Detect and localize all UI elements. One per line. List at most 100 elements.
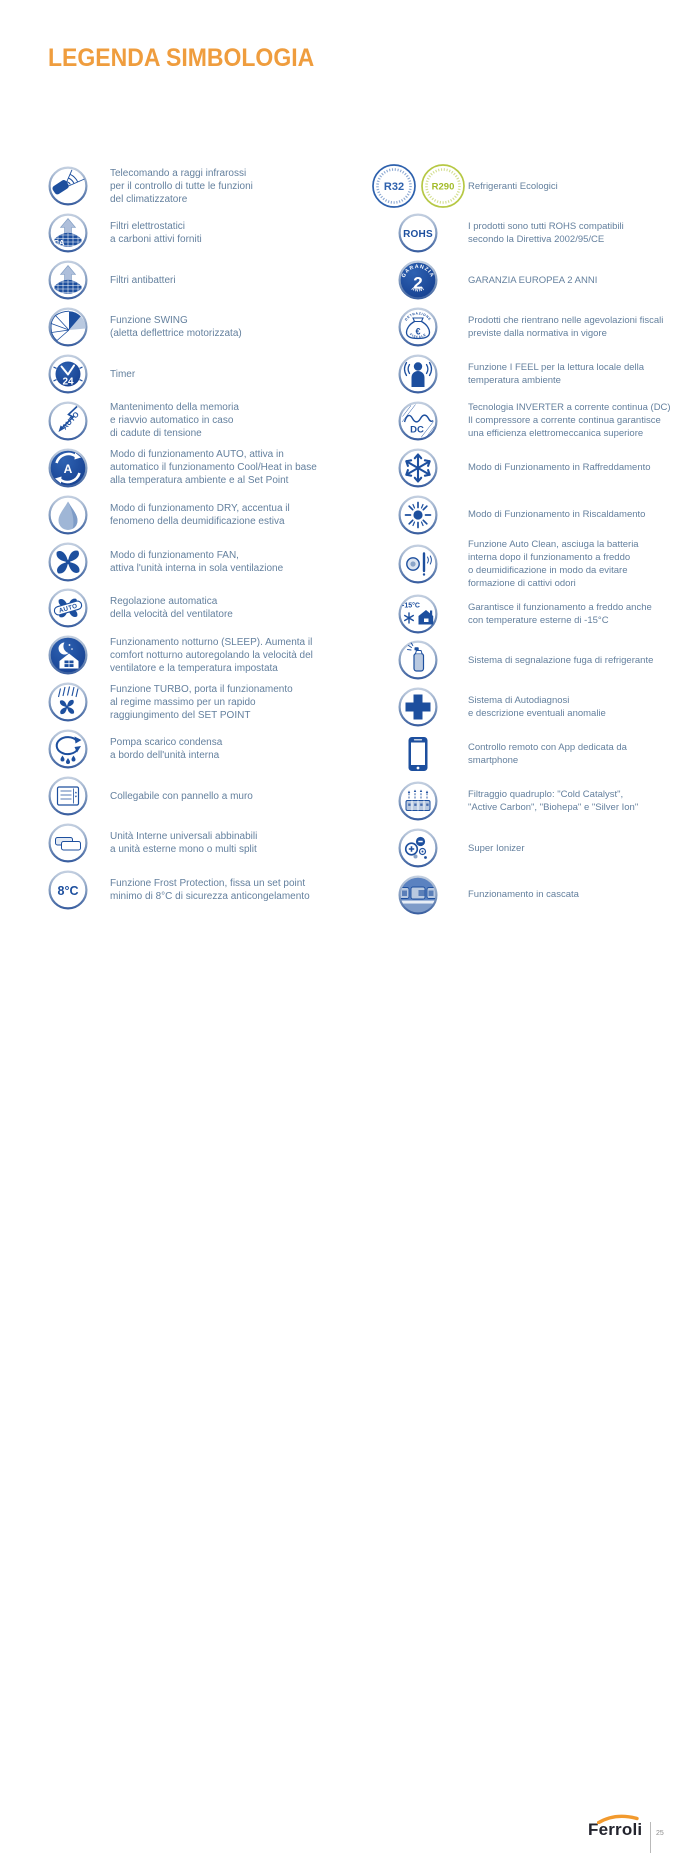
auto-clean-icon	[398, 544, 438, 584]
tax-deduction-icon: DETRAZIONE € FISCALE	[398, 307, 438, 347]
legend-row: Super Ionizer	[368, 825, 673, 872]
memory-restart-icon: AUTO	[48, 401, 88, 441]
legend-row: Sistema di Autodiagnosi e descrizione ev…	[368, 684, 673, 731]
fan-auto-icon: AUTO	[48, 588, 88, 628]
legend-row: -15°C Garantisce il funzionamento a fred…	[368, 590, 673, 637]
legend-item-text: Pompa scarico condensa a bordo dell'unit…	[110, 737, 223, 762]
legend-row: Modo di funzionamento DRY, accentua il f…	[48, 491, 363, 538]
legend-item-text: Modo di Funzionamento in Riscaldamento	[468, 509, 646, 521]
legend-item-text: Funzione TURBO, porta il funzionamento a…	[110, 683, 293, 721]
fan-auto-label: AUTO	[58, 603, 78, 615]
tax-arc-bottom-label: FISCALE	[409, 332, 427, 339]
svg-text:FISCALE: FISCALE	[409, 332, 427, 339]
legend-row: Modo di funzionamento FAN, attiva l'unit…	[48, 538, 363, 585]
legend-item-text: Filtri antibatteri	[110, 274, 176, 286]
page-title: LEGENDA SIMBOLOGIA	[48, 44, 315, 72]
legend-item-text: Controllo remoto con App dedicata da sma…	[468, 742, 627, 767]
legend-item-text: Funzione Auto Clean, asciuga la batteria…	[468, 539, 639, 590]
r32-badge-icon: R32	[371, 164, 416, 209]
multi-split-icon	[48, 823, 88, 863]
warranty-2-label: 2	[413, 274, 422, 293]
legend-row: Pompa scarico condensa a bordo dell'unit…	[48, 726, 363, 773]
legend-item-text: Modo di funzionamento AUTO, attiva in au…	[110, 449, 317, 487]
wall-panel-icon	[48, 776, 88, 816]
legend-item-text: Modo di funzionamento FAN, attiva l'unit…	[110, 549, 284, 574]
legend-item-text: Funzionamento in cascata	[468, 889, 579, 901]
legend-row: DETRAZIONE € FISCALE Prodotti che rientr…	[368, 304, 673, 351]
legend-row: Filtri antibatteri	[48, 257, 363, 304]
legend-row: Filtraggio quadruplo: "Cold Catalyst", "…	[368, 778, 673, 825]
swing-icon	[48, 307, 88, 347]
legend-item-text: I prodotti sono tutti ROHS compatibili s…	[468, 221, 624, 246]
self-diagnosis-icon	[398, 687, 438, 727]
quad-filter-icon	[398, 781, 438, 821]
legend-row: Modo di Funzionamento in Raffreddamento	[368, 444, 673, 491]
legend-item-text: Super Ionizer	[468, 842, 525, 854]
leak-detection-icon	[398, 640, 438, 680]
low-temp-icon: -15°C	[398, 594, 438, 634]
legend-item-text: Prodotti che rientrano nelle agevolazion…	[468, 315, 664, 340]
i-feel-icon	[398, 354, 438, 394]
legend-row: 24 Timer	[48, 351, 363, 398]
warranty-2-years-icon: GARANZIA 2 ANNI	[398, 260, 438, 300]
legend-row: R32 R290 Refrigeranti Ecologici	[368, 163, 673, 210]
legend-item-text: Funzionamento notturno (SLEEP). Aumenta …	[110, 636, 313, 674]
warranty-arc-bottom-label: ANNI	[411, 286, 425, 293]
filter-active-carbon-icon: CA	[48, 213, 88, 253]
legend-row: Unità Interne universali abbinabili a un…	[48, 819, 363, 866]
turbo-icon	[48, 682, 88, 722]
legend-column-left: Telecomando a raggi infrarossi per il co…	[48, 163, 363, 913]
legend-row: Funzione I FEEL per la lettura locale de…	[368, 351, 673, 398]
legend-row: DC Tecnologia INVERTER a corrente contin…	[368, 397, 673, 444]
auto-a-label: A	[64, 462, 73, 476]
legend-item-text: Timer	[110, 368, 136, 380]
minus15-label: -15°C	[402, 601, 420, 609]
legend-item-text: Garantisce il funzionamento a freddo anc…	[468, 601, 652, 626]
legend-item-text: Regolazione automatica della velocità de…	[110, 596, 233, 621]
legend-item-text: Refrigeranti Ecologici	[468, 180, 558, 192]
legend-row: Funzione Auto Clean, asciuga la batteria…	[368, 538, 673, 590]
legend-row: AUTO Regolazione automatica della veloci…	[48, 585, 363, 632]
super-ionizer-icon	[398, 828, 438, 868]
tax-euro-label: €	[415, 327, 420, 337]
legend-item-text: Sistema di segnalazione fuga di refriger…	[468, 654, 654, 666]
legend-row: 8°C Funzione Frost Protection, fissa un …	[48, 866, 363, 913]
legend-row: Telecomando a raggi infrarossi per il co…	[48, 163, 363, 210]
legend-item-text: Modo di funzionamento DRY, accentua il f…	[110, 502, 290, 527]
legend-row: Controllo remoto con App dedicata da sma…	[368, 731, 673, 778]
legend-row: Funzionamento notturno (SLEEP). Aumenta …	[48, 632, 363, 679]
legend-row: Funzione SWING (aletta deflettrice motor…	[48, 304, 363, 351]
condensate-pump-icon	[48, 729, 88, 769]
cooling-snowflake-icon	[398, 448, 438, 488]
legend-item-text: GARANZIA EUROPEA 2 ANNI	[468, 274, 598, 286]
legend-item-text: Filtraggio quadruplo: "Cold Catalyst", "…	[468, 789, 639, 814]
legend-item-text: Telecomando a raggi infrarossi per il co…	[110, 167, 253, 205]
r290-label: R290	[431, 182, 454, 193]
svg-text:ANNI: ANNI	[411, 286, 426, 293]
dry-mode-icon	[48, 495, 88, 535]
legend-row: Funzionamento in cascata	[368, 871, 673, 918]
legend-row: GARANZIA 2 ANNI GARANZIA EUROPEA 2 ANNI	[368, 257, 673, 304]
legend-item-text: Mantenimento della memoria e riavvio aut…	[110, 402, 239, 440]
frost-protection-icon: 8°C	[48, 870, 88, 910]
cascade-icon	[398, 875, 438, 915]
legend-item-text: Tecnologia INVERTER a corrente continua …	[468, 402, 671, 440]
legend-row: Sistema di segnalazione fuga di refriger…	[368, 637, 673, 684]
filter-ca-label: CA	[54, 238, 65, 247]
filter-antibacterial-icon	[48, 260, 88, 300]
footer-divider	[650, 1822, 651, 1853]
dc-inverter-icon: DC	[398, 401, 438, 441]
ferroli-logo: Ferroli	[588, 1814, 642, 1840]
legend-item-text: Funzione SWING (aletta deflettrice motor…	[110, 315, 242, 340]
fan-mode-icon	[48, 542, 88, 582]
legend-row: Collegabile con pannello a muro	[48, 773, 363, 820]
rohs-label: ROHS	[403, 229, 433, 240]
dc-label: DC	[410, 424, 424, 435]
legend-row: ROHS I prodotti sono tutti ROHS compatib…	[368, 210, 673, 257]
page-number: 25	[656, 1830, 664, 1837]
legend-row: A Modo di funzionamento AUTO, attiva in …	[48, 444, 363, 491]
logo-swoosh-icon	[597, 1814, 639, 1824]
legend-row: AUTO Mantenimento della memoria e riavvi…	[48, 397, 363, 444]
r32-label: R32	[383, 181, 403, 193]
legend-item-text: Filtri elettrostatici a carboni attivi f…	[110, 221, 202, 246]
